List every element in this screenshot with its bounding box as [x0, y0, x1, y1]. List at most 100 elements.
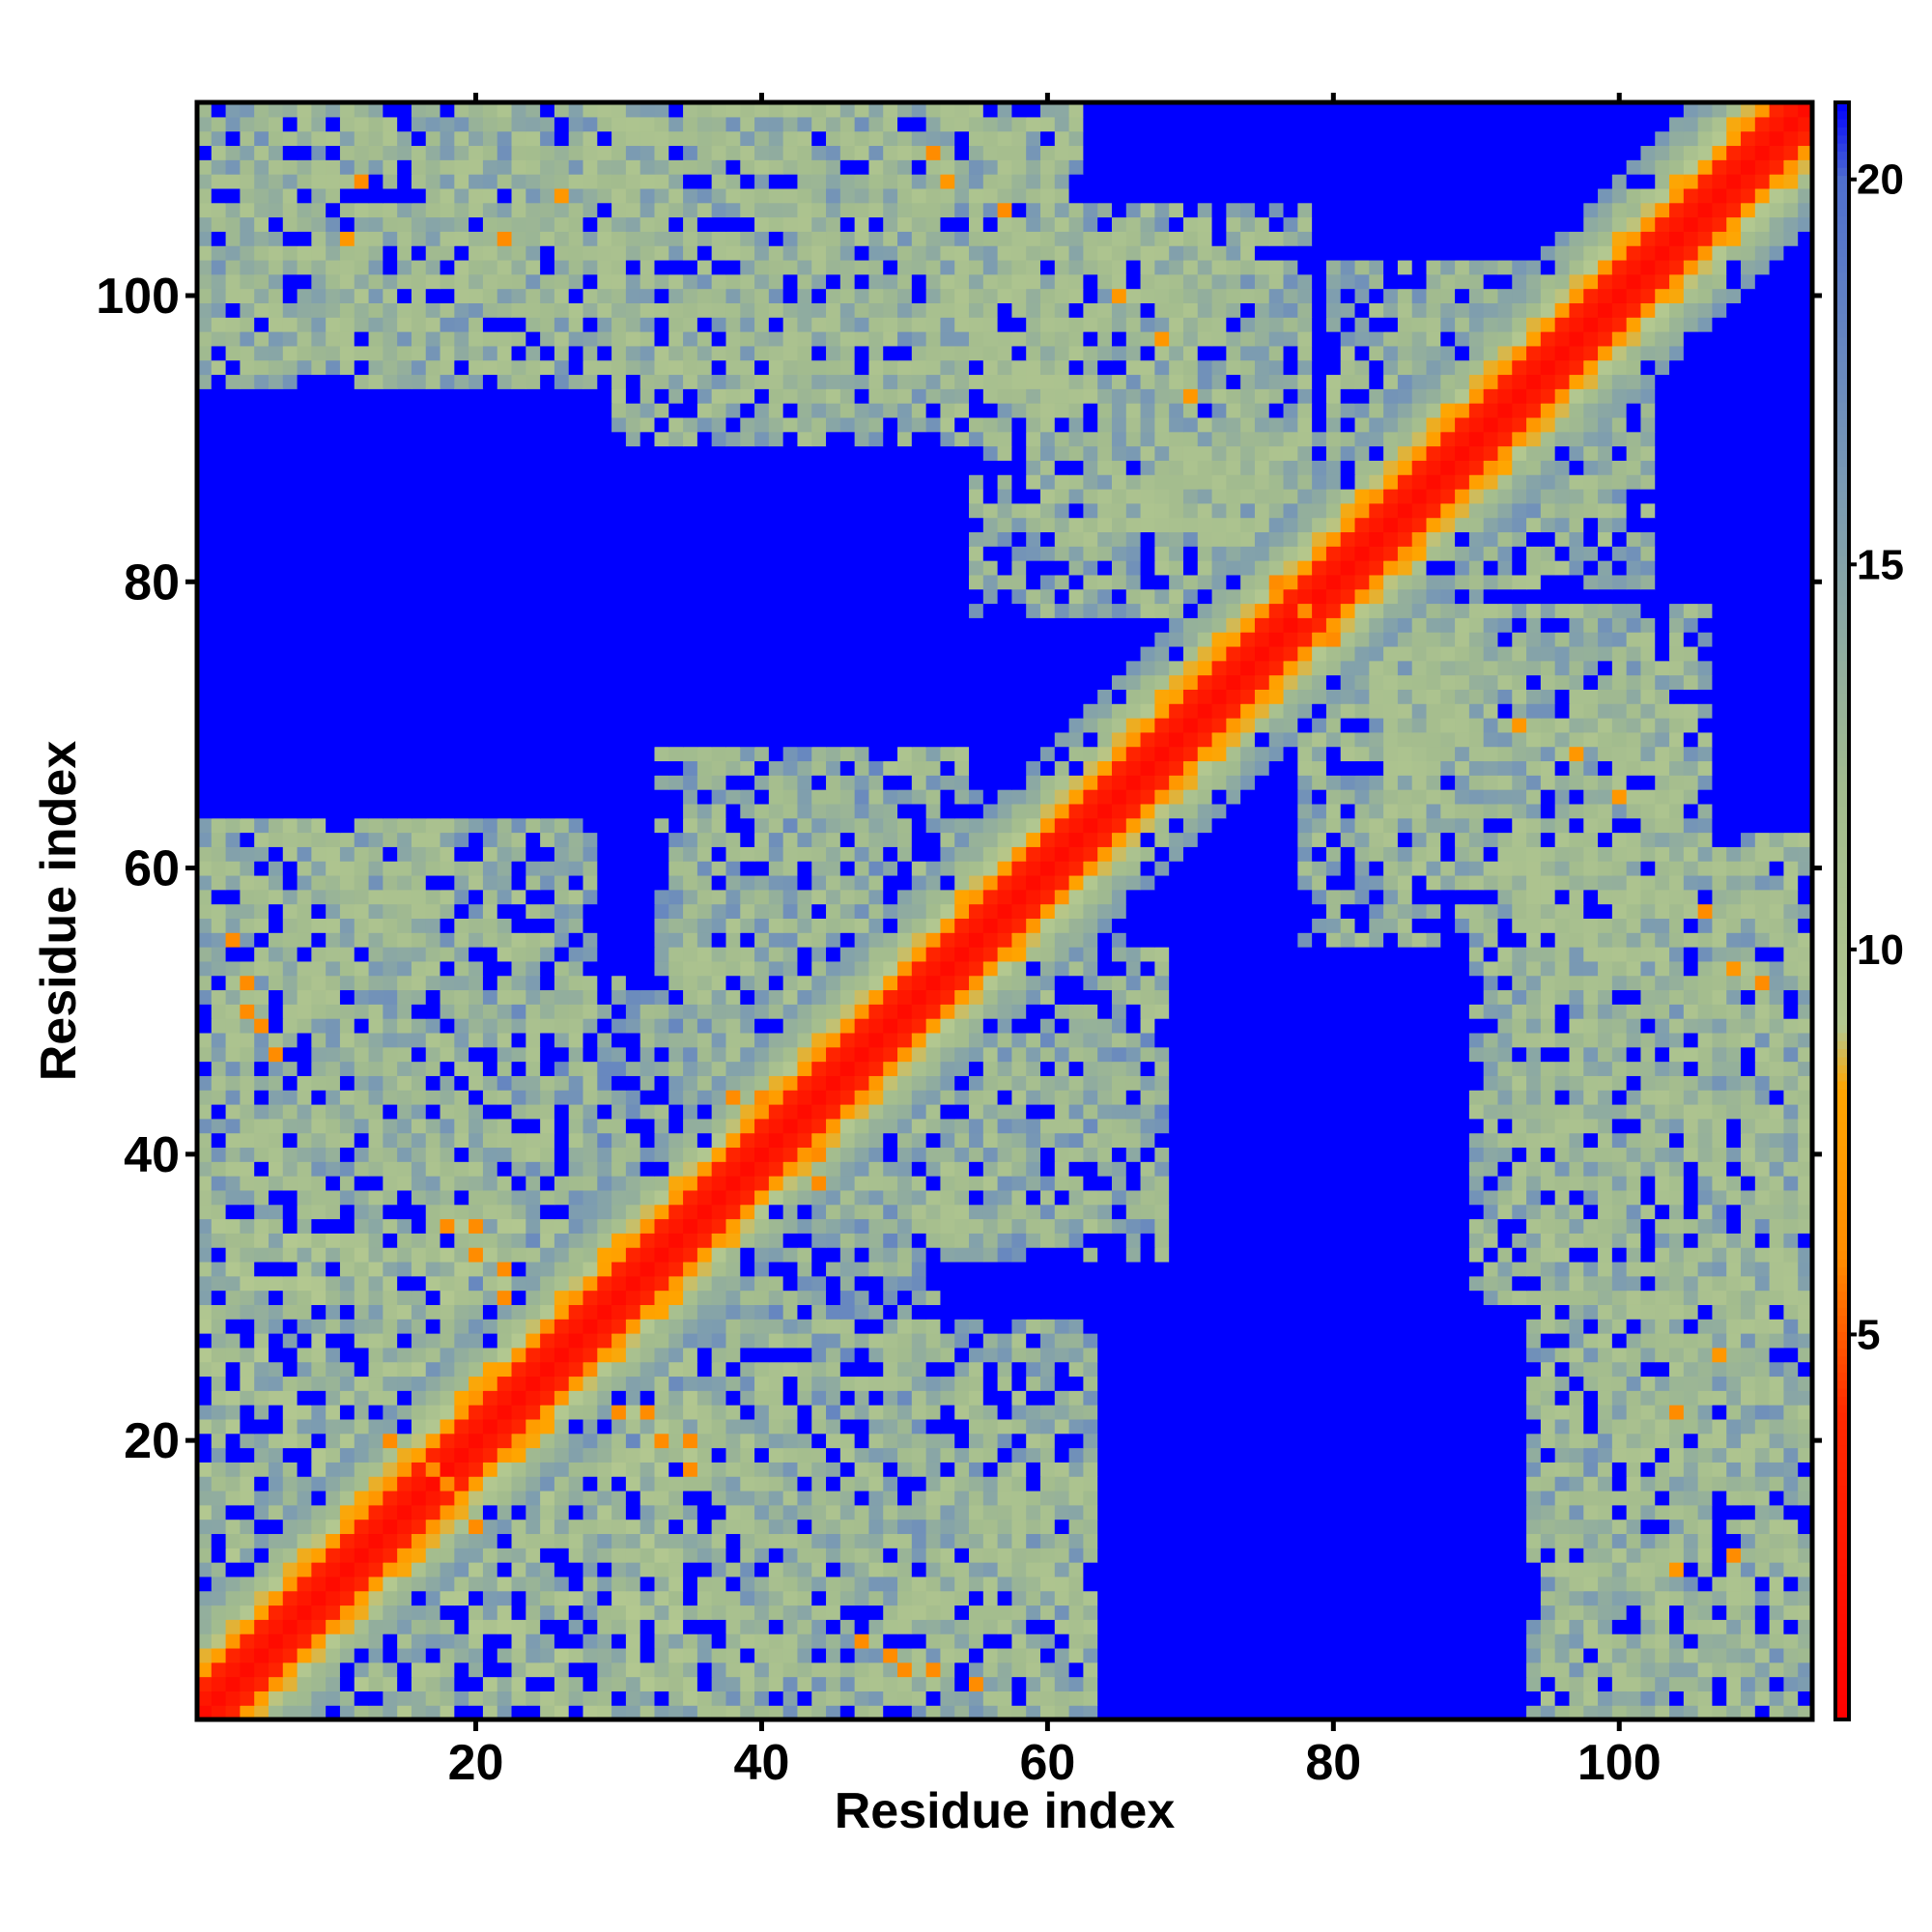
heatmap-cell [1354, 1590, 1370, 1606]
heatmap-cell [1097, 1161, 1113, 1177]
heatmap-cell [425, 1103, 441, 1120]
heatmap-cell [368, 1290, 384, 1305]
heatmap-cell [526, 1433, 541, 1449]
heatmap-cell [1569, 1647, 1584, 1663]
heatmap-cell [1783, 1619, 1799, 1634]
heatmap-cell [811, 1247, 827, 1263]
heatmap-cell [339, 1319, 355, 1334]
heatmap-cell [1254, 1319, 1270, 1334]
heatmap-cell [554, 1676, 570, 1691]
heatmap-cell [1554, 1576, 1571, 1592]
heatmap-cell [782, 1189, 799, 1206]
heatmap-cell [1598, 1218, 1613, 1234]
heatmap-cell [268, 1676, 284, 1691]
heatmap-cell [339, 1576, 355, 1592]
heatmap-cell [511, 1504, 526, 1520]
heatmap-cell [1540, 1447, 1556, 1463]
heatmap-cell [282, 1548, 298, 1563]
heatmap-cell [1598, 1319, 1613, 1334]
heatmap-cell [740, 1333, 755, 1349]
heatmap-cell [1497, 1576, 1513, 1592]
heatmap-cell [811, 1361, 827, 1378]
heatmap-cell [1340, 1319, 1356, 1334]
heatmap-cell [868, 1490, 884, 1506]
heatmap-cell [1325, 1147, 1342, 1162]
heatmap-cell [1140, 1590, 1155, 1606]
heatmap-cell [611, 1304, 627, 1320]
heatmap-cell [1211, 1361, 1227, 1378]
heatmap-cell [368, 1075, 384, 1091]
heatmap-cell [954, 1405, 970, 1420]
heatmap-cell [454, 1576, 469, 1592]
heatmap-cell [1598, 1118, 1613, 1134]
heatmap-cell [411, 1405, 427, 1420]
heatmap-cell [511, 1619, 526, 1634]
heatmap-cell [597, 1418, 612, 1435]
heatmap-cell [782, 1433, 799, 1449]
heatmap-cell [1598, 1447, 1613, 1463]
heatmap-cell [540, 1233, 555, 1248]
heatmap-cell [1626, 1690, 1642, 1706]
heatmap-cell [1240, 1647, 1256, 1663]
heatmap-cell [740, 1218, 755, 1234]
heatmap-cell [969, 1519, 984, 1535]
heatmap-cell [754, 1333, 770, 1349]
heatmap-cell [582, 1347, 598, 1363]
heatmap-cell [1125, 1390, 1142, 1406]
heatmap-cell [1312, 1676, 1327, 1691]
heatmap-cell [725, 1390, 741, 1406]
heatmap-cell [1154, 1519, 1170, 1535]
heatmap-cell [683, 1376, 698, 1391]
heatmap-cell [1554, 1390, 1571, 1406]
heatmap-cell [240, 1247, 255, 1263]
heatmap-cell [1411, 1634, 1428, 1649]
heatmap-cell [754, 1147, 770, 1162]
heatmap-cell [911, 1189, 927, 1206]
heatmap-cell [839, 1519, 856, 1535]
heatmap-cell [1798, 1590, 1813, 1606]
heatmap-cell [582, 1319, 598, 1334]
heatmap-cell [211, 1103, 227, 1120]
heatmap-cell [654, 1676, 669, 1691]
heatmap-cell [868, 1333, 884, 1349]
heatmap-cell [1426, 1161, 1441, 1177]
heatmap-cell [1297, 1490, 1313, 1506]
heatmap-cell [1254, 1333, 1270, 1349]
heatmap-cell [240, 1690, 255, 1706]
heatmap-cell [1268, 1275, 1285, 1292]
heatmap-cell [297, 1161, 312, 1177]
heatmap-cell [1297, 1576, 1313, 1592]
heatmap-cell [268, 1490, 284, 1506]
heatmap-cell [1783, 1433, 1799, 1449]
heatmap-cell [383, 1304, 398, 1320]
heatmap-cell [1455, 1189, 1470, 1206]
heatmap-cell [339, 1418, 355, 1435]
heatmap-cell [1154, 1275, 1170, 1292]
heatmap-cell [554, 1519, 570, 1535]
heatmap-cell [1783, 1690, 1799, 1706]
heatmap-cell [597, 1347, 612, 1363]
heatmap-cell [268, 1189, 284, 1206]
heatmap-cell [1526, 1590, 1542, 1606]
heatmap-cell [440, 1347, 455, 1363]
heatmap-cell [1554, 1562, 1571, 1577]
heatmap-cell [1626, 1376, 1642, 1391]
heatmap-cell [1125, 1261, 1142, 1277]
heatmap-cell [440, 1462, 455, 1477]
heatmap-cell [954, 1504, 970, 1520]
heatmap-cell [639, 1405, 656, 1420]
heatmap-cell [969, 1118, 984, 1134]
heatmap-cell [1182, 1462, 1199, 1477]
heatmap-cell [469, 1690, 484, 1706]
heatmap-cell [1598, 1204, 1613, 1220]
heatmap-cell [469, 1090, 484, 1105]
heatmap-cell [540, 1204, 555, 1220]
heatmap-cell [1354, 1504, 1370, 1520]
heatmap-cell [654, 1662, 669, 1678]
heatmap-cell [1569, 1433, 1584, 1449]
heatmap-cell [197, 1376, 213, 1391]
heatmap-cell [868, 1476, 884, 1492]
heatmap-cell [1769, 1090, 1785, 1105]
heatmap-cell [568, 1533, 584, 1548]
heatmap-cell [482, 1275, 498, 1292]
